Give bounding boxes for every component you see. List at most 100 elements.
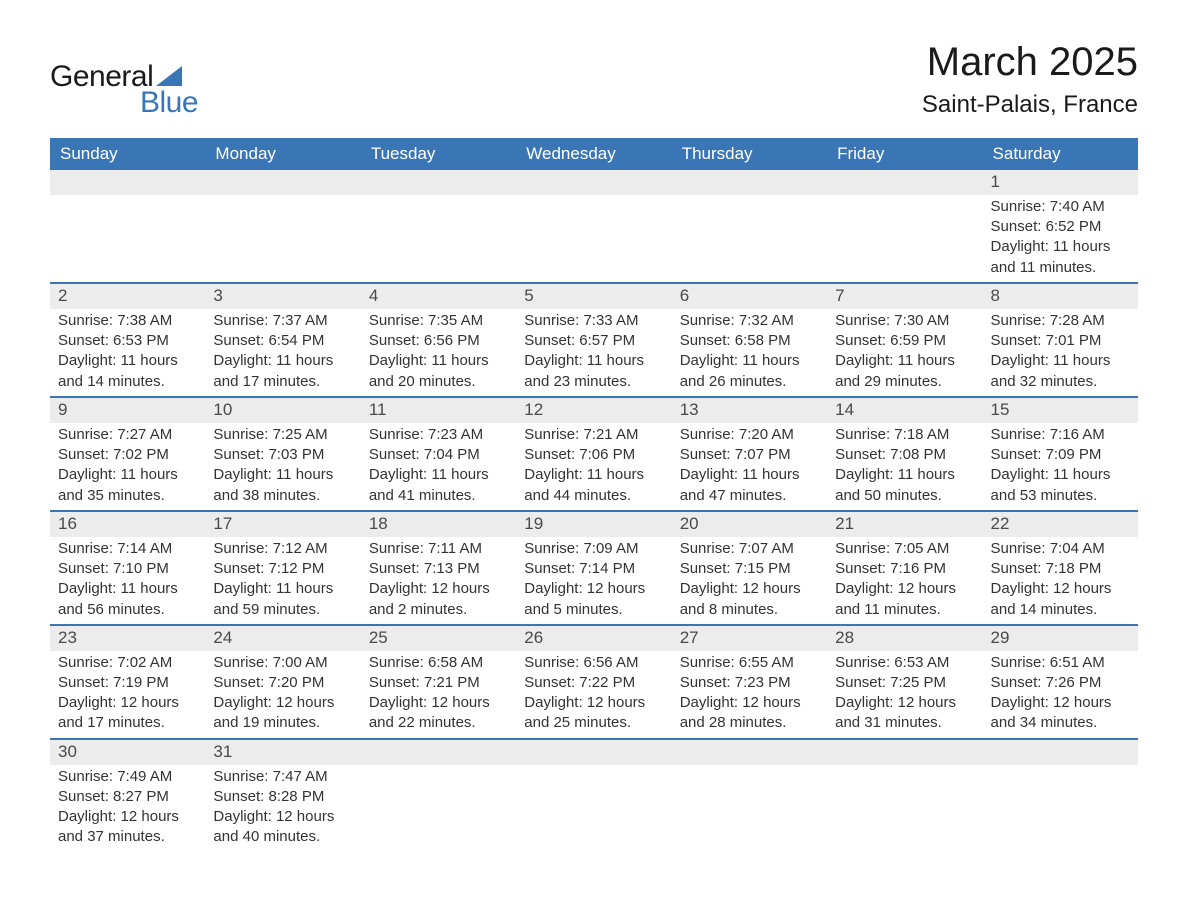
day-cell: 25Sunrise: 6:58 AMSunset: 7:21 PMDayligh… [361, 626, 516, 738]
day-number: 28 [835, 628, 854, 647]
day-body: Sunrise: 7:09 AMSunset: 7:14 PMDaylight:… [516, 537, 671, 624]
day-number-strip [672, 740, 827, 765]
day-cell: 23 Sunrise: 7:02 AMSunset: 7:19 PMDayligh… [50, 626, 205, 738]
day-sunrise: Sunrise: 7:47 AM [213, 767, 352, 787]
day-body: Sunrise: 6:55 AMSunset: 7:23 PMDaylight:… [672, 651, 827, 738]
day-sunrise: Sunrise: 6:51 AM [991, 653, 1130, 673]
day-number-strip: 25 [361, 626, 516, 651]
day-number-strip: 23 [50, 626, 205, 651]
day-body: Sunrise: 7:02 AMSunset: 7:19 PMDaylight:… [50, 651, 205, 738]
day-sunset: Sunset: 7:13 PM [369, 559, 508, 579]
day-cell: 22Sunrise: 7:04 AMSunset: 7:18 PMDayligh… [983, 512, 1138, 624]
day-body: Sunrise: 7:38 AMSunset: 6:53 PMDaylight:… [50, 309, 205, 396]
day-cell: 3Sunrise: 7:37 AMSunset: 6:54 PMDaylight… [205, 284, 360, 396]
day-number-strip: 8 [983, 284, 1138, 309]
day-cell: 12Sunrise: 7:21 AMSunset: 7:06 PMDayligh… [516, 398, 671, 510]
day-body: Sunrise: 7:30 AMSunset: 6:59 PMDaylight:… [827, 309, 982, 396]
day-sunrise: Sunrise: 7:20 AM [680, 425, 819, 445]
day-sunrise: Sunrise: 6:55 AM [680, 653, 819, 673]
day-number-strip [50, 170, 205, 195]
day-number: 1 [991, 172, 1000, 191]
day-number [369, 172, 374, 191]
header: General Blue March 2025 Saint-Palais, Fr… [50, 40, 1138, 120]
weekday-header: Sunday [50, 138, 205, 170]
day-cell: 15Sunrise: 7:16 AMSunset: 7:09 PMDayligh… [983, 398, 1138, 510]
day-number: 18 [369, 514, 388, 533]
day-number-strip: 15 [983, 398, 1138, 423]
day-number [213, 172, 218, 191]
day-number: 2 [58, 286, 67, 305]
day-cell: 27 Sunrise: 6:55 AMSunset: 7:23 PMDayligh… [672, 626, 827, 738]
day-sunset: Sunset: 6:58 PM [680, 331, 819, 351]
day-sunset: Sunset: 7:25 PM [835, 673, 974, 693]
day-number-strip [827, 170, 982, 195]
day-daylight: Daylight: 11 hours and 50 minutes. [835, 465, 974, 506]
day-sunset: Sunset: 7:08 PM [835, 445, 974, 465]
day-daylight: Daylight: 11 hours and 53 minutes. [991, 465, 1130, 506]
day-body: Sunrise: 7:32 AMSunset: 6:58 PMDaylight:… [672, 309, 827, 396]
day-body: Sunrise: 7:23 AMSunset: 7:04 PMDaylight:… [361, 423, 516, 510]
logo-text-blue: Blue [140, 86, 198, 120]
day-daylight: Daylight: 12 hours and 14 minutes. [991, 579, 1130, 620]
day-number: 3 [213, 286, 222, 305]
day-sunrise: Sunrise: 7:35 AM [369, 311, 508, 331]
day-sunset: Sunset: 8:28 PM [213, 787, 352, 807]
day-number: 20 [680, 514, 699, 533]
day-body: Sunrise: 7:11 AMSunset: 7:13 PMDaylight:… [361, 537, 516, 624]
day-number: 8 [991, 286, 1000, 305]
day-number: 23 [58, 628, 77, 647]
day-sunset: Sunset: 7:21 PM [369, 673, 508, 693]
week-row: 9Sunrise: 7:27 AMSunset: 7:02 PMDaylight… [50, 396, 1138, 510]
weekday-header: Tuesday [361, 138, 516, 170]
day-sunrise: Sunrise: 7:12 AM [213, 539, 352, 559]
day-body [516, 195, 671, 221]
day-cell: 18 Sunrise: 7:11 AMSunset: 7:13 PMDayligh… [361, 512, 516, 624]
day-sunset: Sunset: 7:10 PM [58, 559, 197, 579]
day-sunrise: Sunrise: 7:40 AM [991, 197, 1130, 217]
day-sunset: Sunset: 6:54 PM [213, 331, 352, 351]
day-sunrise: Sunrise: 7:18 AM [835, 425, 974, 445]
day-body [205, 195, 360, 221]
day-number-strip: 3 [205, 284, 360, 309]
day-body [361, 765, 516, 791]
day-sunrise: Sunrise: 7:32 AM [680, 311, 819, 331]
day-cell: 1Sunrise: 7:40 AMSunset: 6:52 PMDaylight… [983, 170, 1138, 282]
day-number-strip: 6 [672, 284, 827, 309]
day-number: 13 [680, 400, 699, 419]
weekday-header: Wednesday [516, 138, 671, 170]
day-sunrise: Sunrise: 7:05 AM [835, 539, 974, 559]
day-cell: 31Sunrise: 7:47 AMSunset: 8:28 PMDayligh… [205, 740, 360, 852]
month-title: March 2025 [922, 40, 1138, 85]
day-number-strip: 26 [516, 626, 671, 651]
day-number-strip: 19 [516, 512, 671, 537]
day-number: 31 [213, 742, 232, 761]
day-body [672, 765, 827, 791]
day-cell: 28Sunrise: 6:53 AMSunset: 7:25 PMDayligh… [827, 626, 982, 738]
day-cell [361, 740, 516, 852]
day-cell [361, 170, 516, 282]
day-body: Sunrise: 7:05 AMSunset: 7:16 PMDaylight:… [827, 537, 982, 624]
day-daylight: Daylight: 11 hours and 44 minutes. [524, 465, 663, 506]
day-cell [50, 170, 205, 282]
day-number-strip: 12 [516, 398, 671, 423]
day-sunset: Sunset: 7:16 PM [835, 559, 974, 579]
day-body [516, 765, 671, 791]
day-daylight: Daylight: 11 hours and 41 minutes. [369, 465, 508, 506]
week-row: 2 Sunrise: 7:38 AMSunset: 6:53 PMDaylight… [50, 282, 1138, 396]
day-cell [516, 170, 671, 282]
day-sunrise: Sunrise: 7:28 AM [991, 311, 1130, 331]
day-number-strip: 29 [983, 626, 1138, 651]
day-number-strip: 24 [205, 626, 360, 651]
day-number: 14 [835, 400, 854, 419]
day-body [983, 765, 1138, 791]
day-daylight: Daylight: 11 hours and 11 minutes. [991, 237, 1130, 278]
day-number: 27 [680, 628, 699, 647]
day-cell: 19Sunrise: 7:09 AMSunset: 7:14 PMDayligh… [516, 512, 671, 624]
day-sunrise: Sunrise: 7:00 AM [213, 653, 352, 673]
logo: General Blue [50, 60, 198, 120]
day-body: Sunrise: 7:49 AMSunset: 8:27 PMDaylight:… [50, 765, 205, 852]
day-sunrise: Sunrise: 7:04 AM [991, 539, 1130, 559]
day-daylight: Daylight: 12 hours and 2 minutes. [369, 579, 508, 620]
day-body: Sunrise: 7:18 AMSunset: 7:08 PMDaylight:… [827, 423, 982, 510]
day-sunset: Sunset: 7:20 PM [213, 673, 352, 693]
